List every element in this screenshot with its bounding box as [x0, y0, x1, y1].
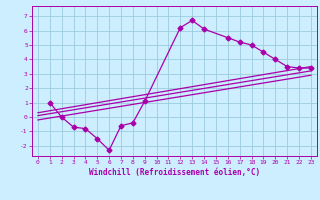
X-axis label: Windchill (Refroidissement éolien,°C): Windchill (Refroidissement éolien,°C)	[89, 168, 260, 177]
